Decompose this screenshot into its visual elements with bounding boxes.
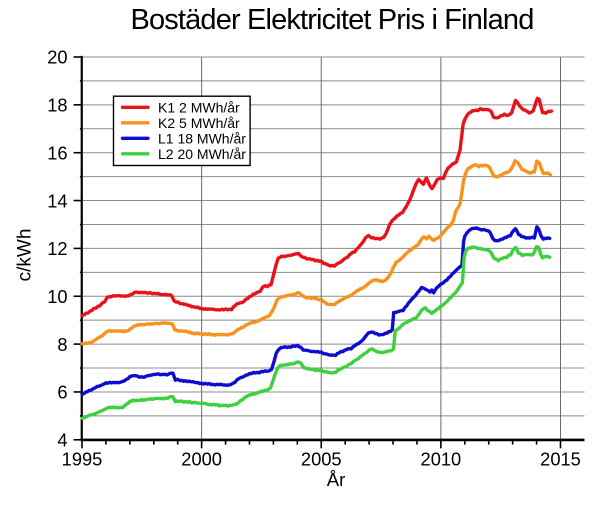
svg-text:K2 5 MWh/år: K2 5 MWh/år [158,115,240,131]
svg-text:2015: 2015 [540,449,581,470]
svg-text:16: 16 [47,142,67,163]
svg-text:L1 18 MWh/år: L1 18 MWh/år [158,130,246,146]
svg-text:2010: 2010 [421,449,462,470]
svg-text:L2 20 MWh/år: L2 20 MWh/år [158,146,246,162]
svg-text:20: 20 [47,47,67,68]
svg-text:18: 18 [47,95,67,116]
svg-text:2000: 2000 [181,449,222,470]
svg-text:K1 2 MWh/år: K1 2 MWh/år [158,99,240,115]
svg-text:6: 6 [57,382,67,403]
svg-text:14: 14 [47,190,67,211]
svg-text:8: 8 [57,334,67,355]
svg-text:c/kWh: c/kWh [15,229,36,282]
svg-text:Bostäder Elektricitet Pris i F: Bostäder Elektricitet Pris i Finland [131,4,534,36]
svg-text:2005: 2005 [301,449,342,470]
svg-text:12: 12 [47,238,67,259]
svg-text:10: 10 [47,286,67,307]
svg-text:År: År [327,469,346,490]
svg-text:1995: 1995 [62,449,103,470]
svg-text:4: 4 [57,430,67,451]
